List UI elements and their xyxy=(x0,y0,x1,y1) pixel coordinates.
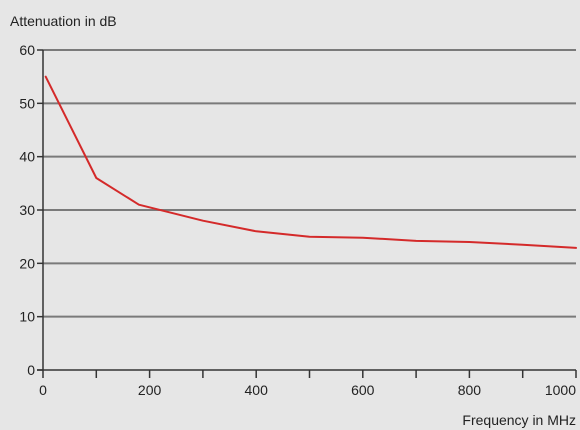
x-tick-label-800: 800 xyxy=(458,382,482,398)
x-tick-label-600: 600 xyxy=(351,382,375,398)
x-axis-label: Frequency in MHz xyxy=(462,412,576,428)
x-tick-label-1000: 1000 xyxy=(545,382,576,398)
x-tick-label-200: 200 xyxy=(138,382,162,398)
x-tick-label-0: 0 xyxy=(39,382,47,398)
x-tick-label-400: 400 xyxy=(245,382,269,398)
data-series xyxy=(44,75,577,249)
y-tick-label-60: 60 xyxy=(19,42,35,58)
y-tick-label-30: 30 xyxy=(19,202,35,218)
y-axis-label: Attenuation in dB xyxy=(10,13,117,29)
y-tick-label-10: 10 xyxy=(19,309,35,325)
y-tick-label-40: 40 xyxy=(19,149,35,165)
y-tick-label-50: 50 xyxy=(19,95,35,111)
tick-marks xyxy=(37,49,577,378)
y-tick-label-20: 20 xyxy=(19,255,35,271)
series-line-0 xyxy=(44,75,577,249)
y-tick-label-0: 0 xyxy=(27,362,35,378)
grid-lines xyxy=(43,49,576,318)
